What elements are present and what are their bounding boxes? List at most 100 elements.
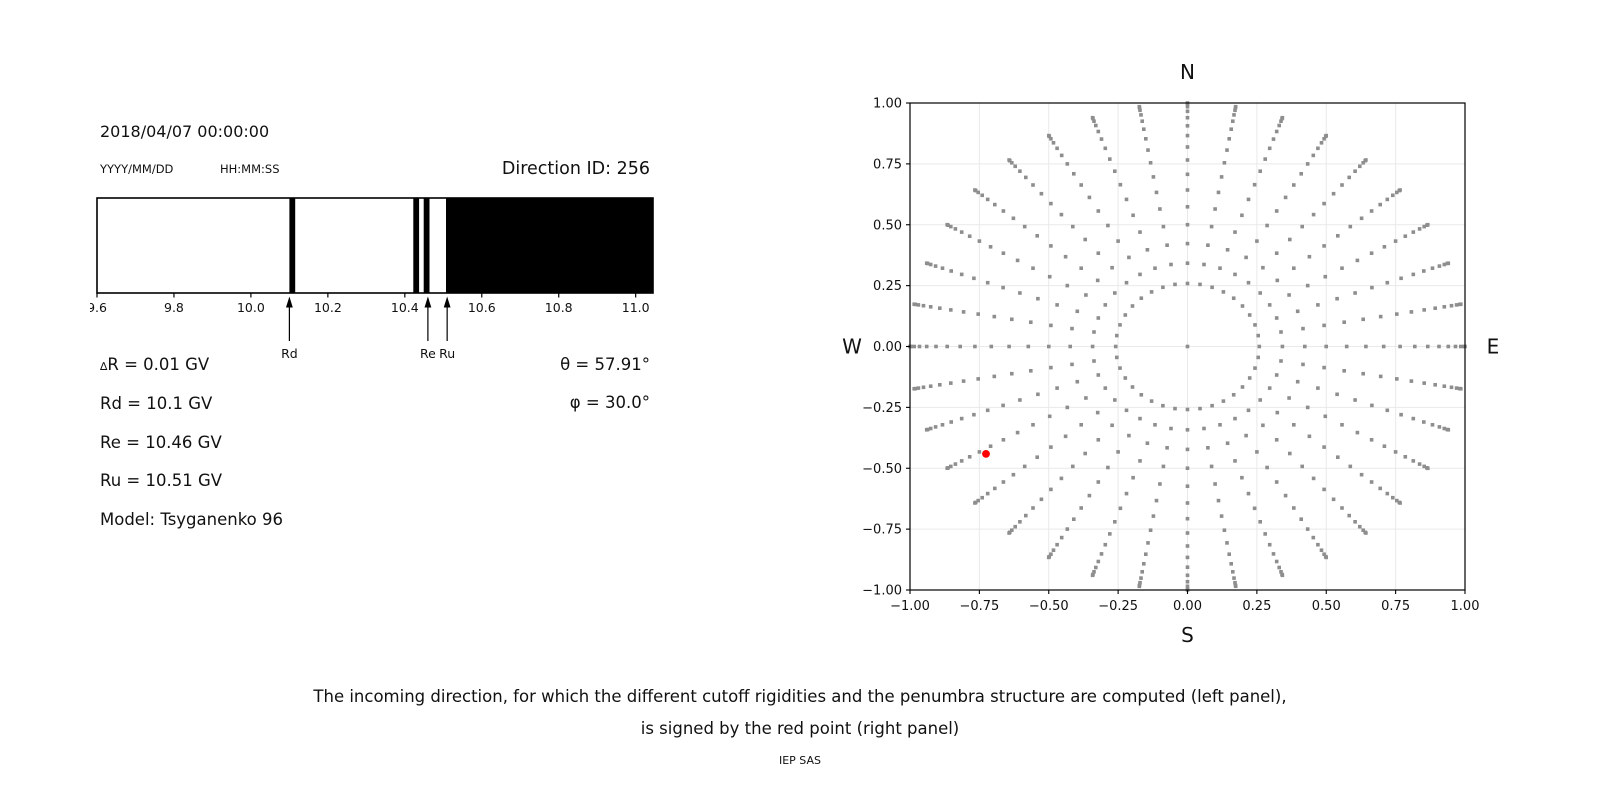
direction-dot bbox=[1256, 355, 1260, 360]
direction-dot bbox=[1274, 438, 1279, 442]
direction-dot bbox=[1295, 379, 1300, 384]
direction-dot bbox=[1026, 344, 1031, 349]
direction-dot bbox=[1225, 441, 1230, 445]
direction-dot bbox=[1013, 164, 1017, 169]
penumbra-plot: 9.6 9.8 10.0 10.2 10.4 10.6 10.8 11.0 Rd Re Ru bbox=[90, 197, 654, 361]
direction-dot bbox=[1322, 137, 1326, 141]
label-west: W bbox=[842, 335, 862, 359]
direction-dot bbox=[1277, 565, 1281, 570]
direction-dot bbox=[980, 495, 984, 500]
selected-direction-point bbox=[982, 450, 990, 458]
direction-dot bbox=[1138, 230, 1142, 234]
direction-dot bbox=[1422, 420, 1426, 424]
direction-dot bbox=[988, 444, 993, 448]
y-tick-label: 0.75 bbox=[873, 157, 902, 172]
direction-dot bbox=[1274, 559, 1279, 564]
direction-dot bbox=[1353, 291, 1357, 295]
direction-dot bbox=[1096, 373, 1101, 377]
direction-dot bbox=[1083, 237, 1087, 242]
direction-dot bbox=[1227, 552, 1231, 556]
direction-dot bbox=[1411, 230, 1416, 234]
direction-dot bbox=[1292, 266, 1296, 270]
direction-dot bbox=[1319, 141, 1324, 145]
direction-dot bbox=[1075, 309, 1080, 314]
direction-dot bbox=[1161, 285, 1165, 290]
direction-dot bbox=[1437, 344, 1441, 349]
direction-dot bbox=[1370, 403, 1374, 408]
direction-dot bbox=[1165, 446, 1169, 450]
direction-dot bbox=[1382, 245, 1387, 249]
direction-dot bbox=[1393, 450, 1398, 454]
direction-dot bbox=[1185, 407, 1190, 412]
direction-dot bbox=[1274, 251, 1279, 255]
direction-dot bbox=[977, 239, 982, 243]
direction-dot bbox=[1335, 392, 1339, 397]
direction-dot bbox=[1185, 241, 1190, 246]
direction-dot bbox=[1246, 491, 1251, 496]
direction-dot bbox=[1084, 293, 1088, 297]
direction-dot bbox=[1039, 191, 1044, 196]
direction-dot bbox=[1209, 464, 1214, 469]
direction-dot bbox=[1185, 115, 1190, 120]
x-tick-label: 1.00 bbox=[1451, 599, 1480, 614]
direction-dot bbox=[1118, 323, 1122, 327]
direction-dot bbox=[1165, 243, 1169, 247]
direction-dot bbox=[1353, 398, 1357, 402]
direction-dot bbox=[1258, 169, 1262, 173]
direction-dot bbox=[1103, 386, 1108, 390]
delta-symbol: ∆ bbox=[100, 360, 108, 373]
direction-dot bbox=[1049, 137, 1053, 141]
direction-dot bbox=[933, 425, 938, 429]
direction-dot bbox=[1055, 146, 1059, 151]
direction-dot bbox=[1267, 542, 1272, 547]
direction-dot bbox=[976, 498, 980, 503]
direction-dot bbox=[1364, 531, 1368, 535]
direction-dot bbox=[1299, 172, 1303, 176]
x-tick-label: 10.8 bbox=[545, 300, 573, 315]
direction-dot bbox=[1274, 480, 1279, 484]
direction-dot bbox=[1090, 344, 1095, 349]
forbidden-band bbox=[446, 198, 653, 293]
direction-dot bbox=[1140, 119, 1144, 123]
direction-dot bbox=[1096, 438, 1101, 442]
direction-dot bbox=[1185, 573, 1190, 578]
direction-dot bbox=[1185, 428, 1190, 432]
direction-dot bbox=[1094, 123, 1098, 128]
direction-dot bbox=[1049, 244, 1053, 248]
direction-dot bbox=[1274, 209, 1279, 213]
direction-dot bbox=[1113, 169, 1117, 173]
direction-dot bbox=[1305, 527, 1310, 531]
direction-dot bbox=[1216, 190, 1221, 195]
direction-dot bbox=[1142, 127, 1146, 131]
direction-dot bbox=[985, 280, 990, 285]
direction-dot bbox=[1210, 403, 1214, 408]
direction-dot bbox=[1426, 344, 1430, 349]
direction-dot bbox=[1323, 274, 1328, 279]
direction-dot bbox=[1361, 161, 1365, 165]
direction-dot bbox=[1426, 466, 1430, 471]
direction-dot bbox=[1124, 408, 1129, 413]
direction-dot bbox=[1018, 520, 1022, 524]
direction-dot bbox=[1011, 472, 1016, 477]
forbidden-band bbox=[413, 198, 420, 293]
time-format-label: HH:MM:SS bbox=[220, 162, 280, 176]
direction-dot bbox=[1079, 423, 1083, 427]
direction-dot bbox=[933, 264, 938, 268]
direction-dot bbox=[1454, 303, 1459, 307]
direction-dot bbox=[1391, 495, 1395, 500]
direction-dot bbox=[1110, 423, 1114, 428]
direction-dot bbox=[1049, 323, 1053, 328]
direction-dot bbox=[1381, 344, 1386, 349]
direction-dot bbox=[1446, 344, 1451, 349]
direction-dot bbox=[949, 269, 953, 273]
direction-dot bbox=[1010, 317, 1014, 322]
direction-dot bbox=[1185, 531, 1190, 535]
direction-dot bbox=[1453, 344, 1458, 349]
direction-dot bbox=[1139, 296, 1144, 300]
direction-dot bbox=[1219, 514, 1224, 518]
direction-dot bbox=[1068, 344, 1072, 349]
direction-dot bbox=[967, 234, 972, 238]
direction-dot bbox=[1015, 430, 1020, 435]
direction-dot bbox=[1209, 224, 1214, 229]
direction-dot bbox=[1359, 216, 1364, 221]
